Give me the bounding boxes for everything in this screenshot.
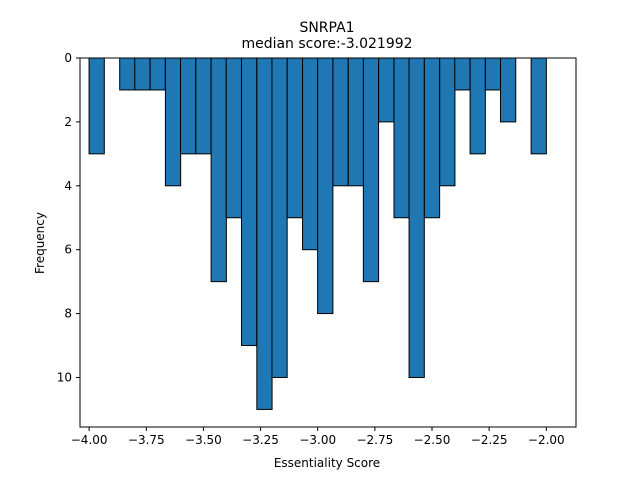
x-tick-label: −2.50 xyxy=(414,433,451,447)
x-tick-label: −3.00 xyxy=(299,433,336,447)
histogram-bar xyxy=(332,57,349,187)
y-tick-label: 4 xyxy=(64,179,72,193)
x-tick-label: −2.75 xyxy=(356,433,393,447)
histogram-bar xyxy=(530,57,547,155)
plot-frame xyxy=(79,57,577,428)
y-tick-label: 0 xyxy=(64,51,72,65)
histogram-bar xyxy=(134,57,151,91)
histogram-bar xyxy=(362,57,380,283)
y-tick-label: 6 xyxy=(64,243,72,257)
y-tick-label: 2 xyxy=(64,115,72,129)
y-axis: 0 2 4 6 8 10 xyxy=(57,51,80,384)
histogram-bar xyxy=(271,57,288,378)
histogram-bar xyxy=(484,57,502,91)
histogram-bar xyxy=(164,57,182,187)
x-axis-label: Essentiality Score xyxy=(274,456,380,470)
x-tick-label: −2.25 xyxy=(471,433,508,447)
y-axis-label: Frequency xyxy=(33,212,47,274)
histogram-bar xyxy=(302,57,319,251)
histogram-bar xyxy=(454,57,471,91)
histogram-bar xyxy=(408,57,425,378)
x-tick-label: −2.00 xyxy=(528,433,565,447)
bars-group xyxy=(88,57,547,410)
histogram-bar xyxy=(378,57,395,123)
x-tick-label: −3.75 xyxy=(128,433,165,447)
chart-title: SNRPA1 xyxy=(299,20,354,36)
histogram-bar xyxy=(347,57,365,187)
y-tick-label: 8 xyxy=(64,307,72,321)
histogram-bar xyxy=(241,57,258,347)
histogram-bar xyxy=(225,57,242,219)
histogram-bar xyxy=(149,57,166,91)
histogram-bar xyxy=(499,57,517,123)
histogram-bar xyxy=(210,57,227,283)
x-tick-label: −4.00 xyxy=(71,433,108,447)
chart-subtitle: median score:-3.021992 xyxy=(241,36,412,52)
histogram-bar xyxy=(439,57,456,187)
histogram-bar xyxy=(393,57,410,219)
x-tick-label: −3.25 xyxy=(242,433,279,447)
histogram-bar xyxy=(88,57,105,155)
histogram-bar xyxy=(317,57,334,315)
histogram-bar xyxy=(423,57,441,219)
x-tick-label: −3.50 xyxy=(185,433,222,447)
histogram-bar xyxy=(286,57,303,219)
histogram-bar xyxy=(119,57,136,91)
histogram-bar xyxy=(195,57,212,155)
histogram-bar xyxy=(179,57,197,155)
x-axis: −4.00 −3.75 −3.50 −3.25 −3.00 −2.75 −2.50 −2.25… xyxy=(71,427,565,447)
histogram-bar xyxy=(256,57,273,410)
histogram-bar xyxy=(469,57,486,155)
y-tick-label: 10 xyxy=(57,370,72,384)
